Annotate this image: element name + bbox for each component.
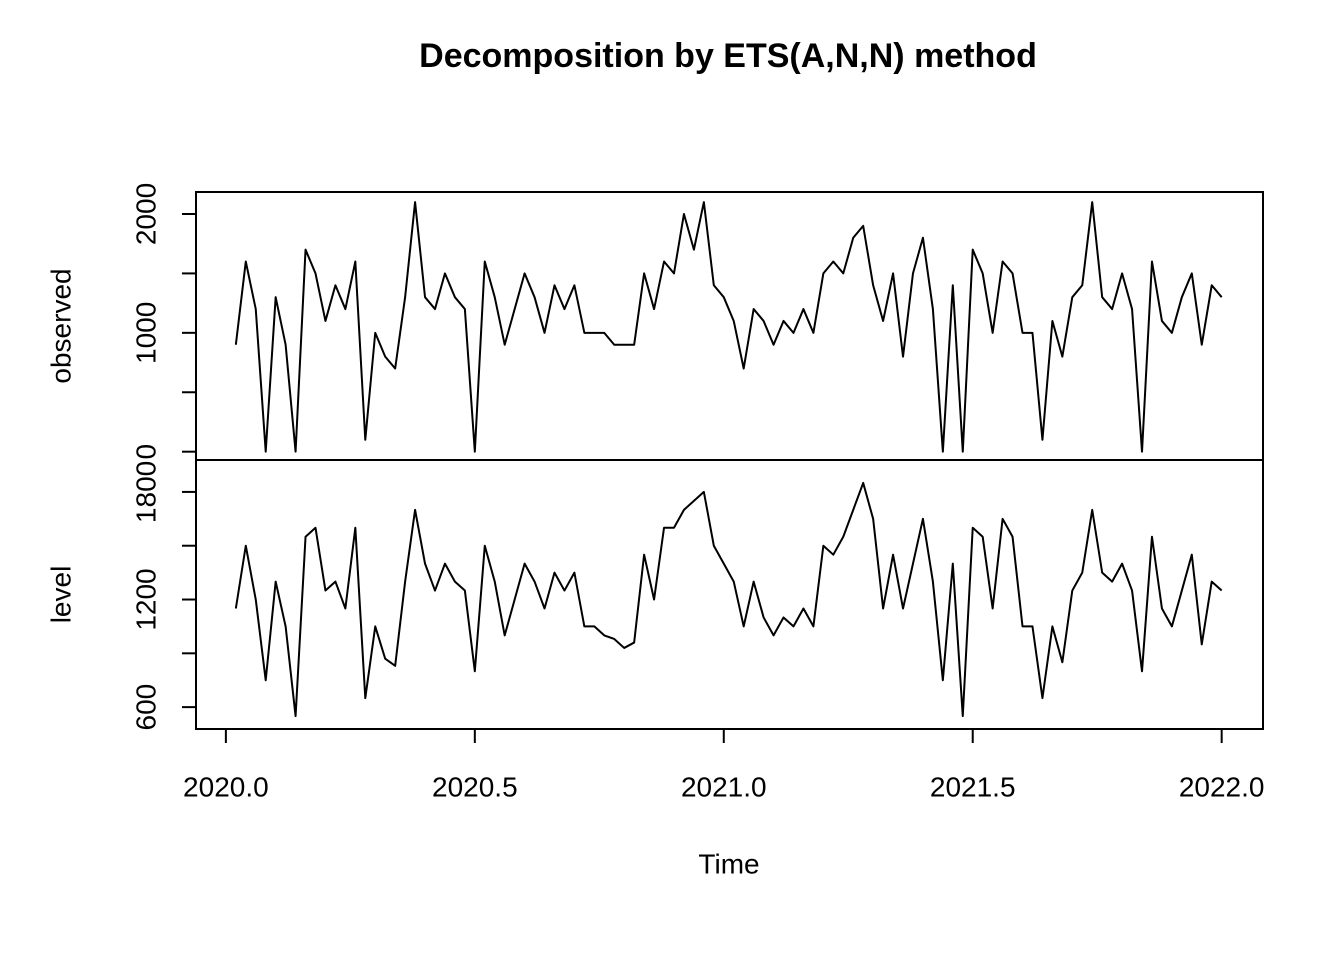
y-tick-label: 0 [130,444,161,460]
x-axis-label: Time [698,848,759,879]
panel-label: level [45,566,76,624]
panel-border [195,459,1264,730]
series-line [234,201,1223,453]
y-tick-label: 2000 [130,183,161,245]
x-tick-label: 2021.0 [681,771,767,802]
series-line [234,481,1223,718]
x-tick-label: 2020.5 [432,771,518,802]
y-tick-label: 1200 [130,568,161,630]
x-tick-label: 2020.0 [183,771,269,802]
panel-label: observed [45,268,76,383]
y-tick-label: 1000 [130,302,161,364]
y-tick-label: 1800 [130,461,161,523]
chart-title: Decomposition by ETS(A,N,N) method [419,37,1037,75]
x-tick-label: 2021.5 [930,771,1016,802]
x-tick-label: 2022.0 [1179,771,1265,802]
y-tick-label: 600 [130,684,161,731]
